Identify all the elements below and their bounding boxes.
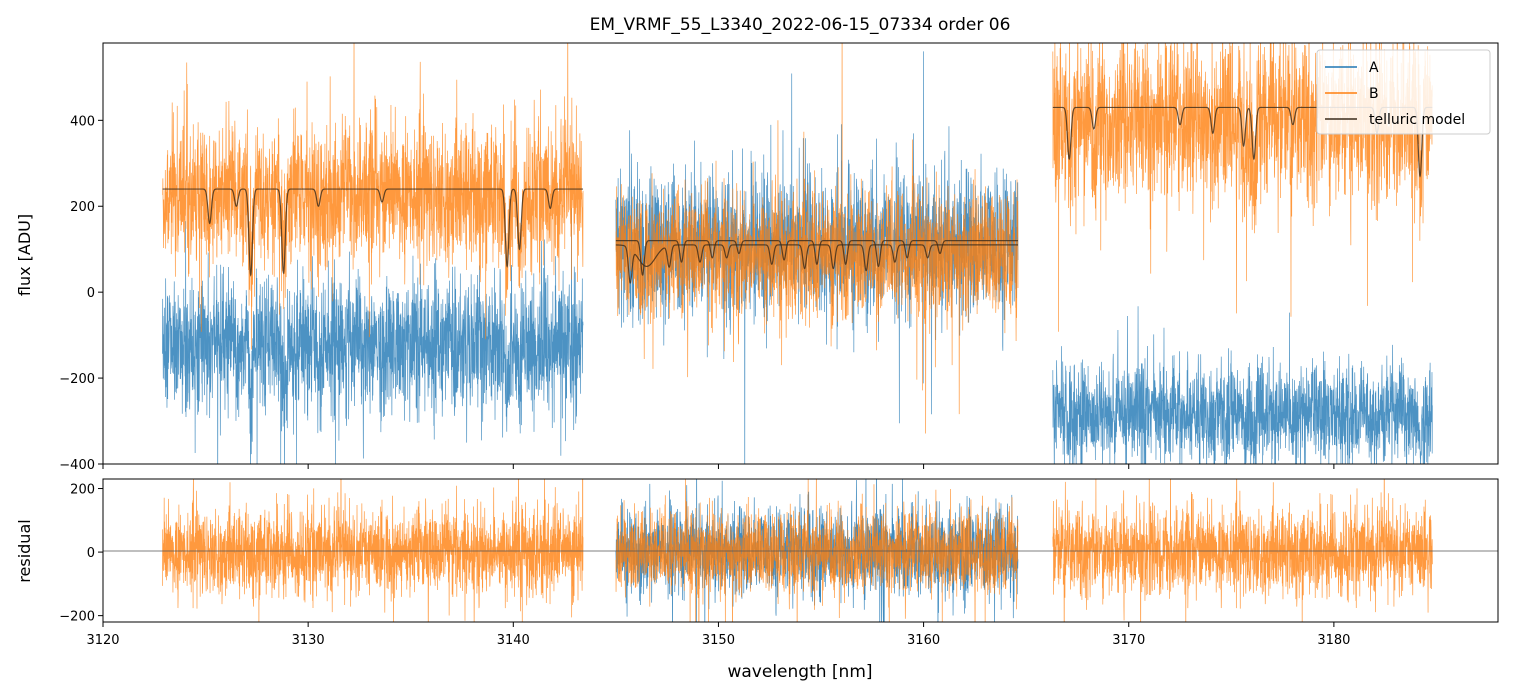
residual-ytick-label: −200 xyxy=(59,610,95,625)
telluric-model-line xyxy=(162,188,584,277)
residual-b-line xyxy=(615,479,1019,622)
series-b-line xyxy=(162,43,584,350)
series-b-line xyxy=(615,43,1019,434)
series-a-line xyxy=(1052,306,1433,464)
residual-b-line xyxy=(162,479,584,622)
telluric-model-line xyxy=(615,240,1018,276)
residual-xtick-label: 3180 xyxy=(1317,633,1350,648)
xlabel: wavelength [nm] xyxy=(727,662,872,682)
main-ytick-label: −200 xyxy=(59,372,95,387)
series-a-line xyxy=(162,208,584,464)
main-data-layer xyxy=(162,43,1433,464)
residual-y-ticks: −200 0 200 xyxy=(59,483,103,625)
residual-xtick-label: 3130 xyxy=(292,633,325,648)
legend: A B telluric model xyxy=(1316,49,1491,135)
residual-b-line xyxy=(1052,479,1433,622)
legend-label-a: A xyxy=(1369,60,1379,76)
chart-title: EM_VRMF_55_L3340_2022-06-15_07334 order … xyxy=(590,15,1011,35)
residual-x-ticks: 3120 3130 3140 3150 3160 3170 3180 xyxy=(86,622,1350,648)
residual-xtick-label: 3170 xyxy=(1112,633,1145,648)
residual-ytick-label: 200 xyxy=(70,483,95,498)
residual-ylabel: residual xyxy=(15,519,34,582)
legend-label-telluric: telluric model xyxy=(1369,112,1465,128)
residual-axes-frame xyxy=(102,478,1499,623)
main-panel: −400 −200 0 200 400 flux [ADU] A B telluric … xyxy=(15,42,1499,473)
residual-xtick-label: 3120 xyxy=(86,633,119,648)
main-axes-frame xyxy=(102,42,1499,465)
residual-panel: −200 0 200 3120 3130 3140 3150 3160 3170 3180 re… xyxy=(15,478,1499,682)
residual-xtick-label: 3140 xyxy=(497,633,530,648)
residual-data-layer xyxy=(162,479,1433,622)
main-y-ticks: −400 −200 0 200 400 xyxy=(59,114,103,473)
residual-xtick-label: 3160 xyxy=(907,633,940,648)
telluric-model-line xyxy=(615,244,1018,284)
legend-label-b: B xyxy=(1369,86,1379,102)
residual-ytick-label: 0 xyxy=(87,546,95,561)
legend-frame xyxy=(1316,49,1491,135)
main-ytick-label: 0 xyxy=(87,286,95,301)
main-ytick-label: 400 xyxy=(70,114,95,129)
residual-xtick-label: 3150 xyxy=(702,633,735,648)
main-ylabel: flux [ADU] xyxy=(15,214,34,296)
main-ytick-label: −400 xyxy=(59,458,95,473)
main-x-ticks xyxy=(102,464,1335,469)
main-ytick-label: 200 xyxy=(70,200,95,215)
